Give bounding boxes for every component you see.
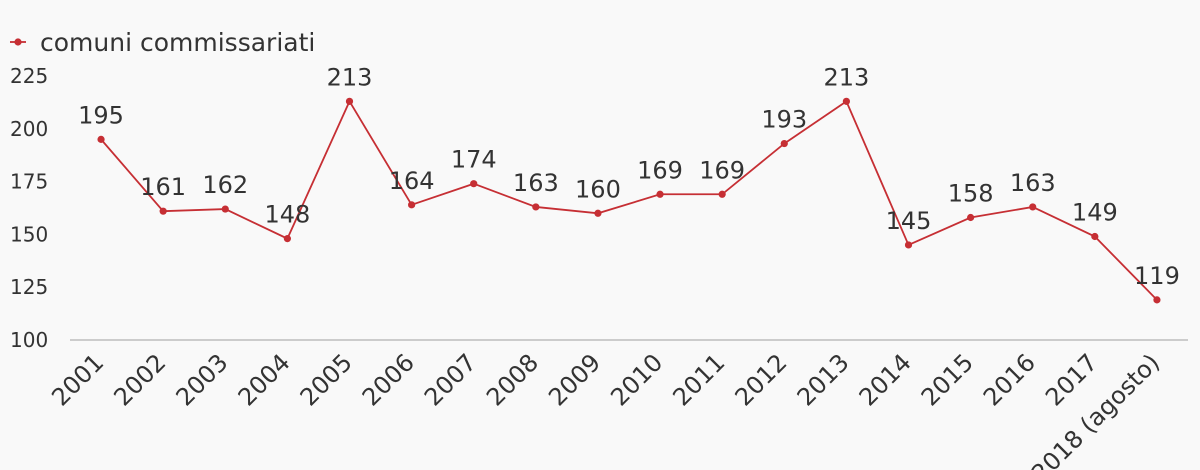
data-label: 149	[1072, 199, 1118, 227]
data-label: 119	[1134, 262, 1180, 290]
data-point	[842, 97, 850, 105]
data-label: 161	[140, 173, 186, 201]
data-point	[1091, 232, 1099, 241]
data-label: 162	[202, 171, 248, 199]
data-point	[967, 213, 975, 222]
data-label: 163	[1010, 169, 1056, 197]
data-point	[1153, 296, 1161, 304]
data-point	[1029, 203, 1037, 211]
data-label: 160	[575, 175, 621, 203]
data-label: 213	[327, 63, 373, 91]
data-label: 213	[823, 63, 869, 91]
data-label: 174	[451, 146, 497, 174]
data-label: 169	[637, 156, 683, 184]
data-point	[159, 207, 167, 215]
data-point	[470, 180, 478, 188]
data-point	[594, 209, 602, 217]
legend-marker	[14, 38, 22, 46]
data-point	[904, 241, 913, 249]
y-tick-label: 150	[10, 222, 48, 246]
data-point	[408, 201, 416, 209]
y-tick-label: 125	[10, 275, 48, 299]
data-label: 163	[513, 169, 559, 197]
legend-label: comuni commissariati	[40, 28, 315, 57]
data-label: 164	[389, 167, 435, 195]
data-point	[718, 190, 726, 198]
data-point	[221, 205, 229, 213]
data-point	[780, 139, 788, 148]
data-label: 148	[264, 201, 310, 229]
y-tick-label: 100	[10, 328, 48, 352]
y-tick-label: 175	[10, 170, 48, 194]
data-label: 195	[78, 101, 124, 129]
data-label: 145	[886, 207, 932, 235]
data-point	[345, 97, 354, 105]
y-tick-label: 225	[10, 64, 48, 88]
data-point	[656, 190, 664, 198]
data-label: 158	[948, 180, 994, 208]
data-point	[97, 135, 105, 143]
data-label: 169	[699, 156, 745, 184]
data-point	[283, 235, 291, 243]
y-tick-label: 200	[10, 117, 48, 141]
data-point	[532, 203, 540, 211]
data-label: 193	[761, 106, 807, 134]
series-line	[100, 99, 1158, 301]
